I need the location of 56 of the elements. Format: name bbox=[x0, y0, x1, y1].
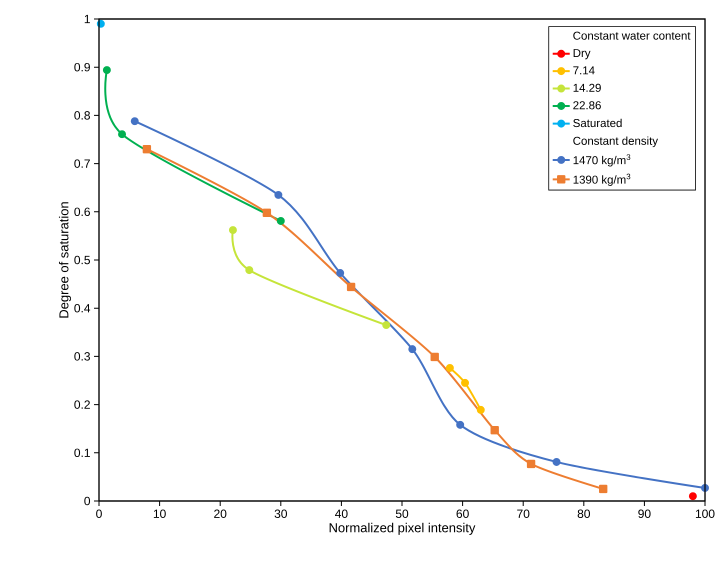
y-tick-label: 0.2 bbox=[74, 400, 90, 409]
point bbox=[526, 460, 536, 468]
legend-label: 22.86 bbox=[573, 101, 601, 110]
point bbox=[130, 117, 139, 126]
x-tick-label: 70 bbox=[517, 510, 530, 518]
legend-label: 7.14 bbox=[573, 66, 595, 74]
point bbox=[245, 266, 254, 274]
legend-label: Dry bbox=[574, 49, 591, 60]
y-tick-label: 0 bbox=[84, 496, 90, 506]
point bbox=[118, 130, 126, 138]
point bbox=[430, 352, 439, 362]
point bbox=[446, 364, 454, 372]
y-axis-title: Degree of saturation bbox=[58, 202, 72, 318]
x-tick-label: 50 bbox=[396, 510, 408, 518]
y-tick-label: 0.5 bbox=[74, 256, 90, 264]
y-tick-label: 0.3 bbox=[74, 352, 90, 361]
y-tick-label: 0.8 bbox=[74, 111, 90, 120]
legend-label: 1470 kg/m$^{3}$ bbox=[574, 154, 630, 167]
point bbox=[276, 216, 285, 225]
point bbox=[688, 492, 697, 500]
annotation: Constant density bbox=[573, 136, 658, 148]
point bbox=[552, 458, 561, 466]
x-tick-label: 80 bbox=[578, 510, 590, 518]
point bbox=[142, 144, 152, 154]
y-tick-label: 0.9 bbox=[74, 62, 90, 72]
x-tick-label: 10 bbox=[154, 510, 166, 518]
point bbox=[476, 406, 485, 414]
point bbox=[456, 420, 464, 429]
y-tick-label: 0.1 bbox=[74, 448, 90, 458]
point bbox=[262, 208, 272, 217]
legend-title: Constant water content bbox=[573, 32, 690, 40]
point bbox=[461, 378, 470, 387]
point bbox=[490, 426, 499, 434]
legend-label: Saturated bbox=[573, 118, 622, 128]
y-tick-label: 0.6 bbox=[74, 208, 90, 216]
point bbox=[599, 484, 608, 494]
x-tick-label: 40 bbox=[335, 510, 348, 518]
x-tick-label: 30 bbox=[274, 510, 287, 518]
point bbox=[274, 190, 282, 199]
point bbox=[102, 66, 111, 74]
x-tick-label: 100 bbox=[696, 510, 715, 518]
point bbox=[336, 269, 344, 277]
y-tick-label: 0.7 bbox=[74, 159, 90, 168]
y-tick-label: 0.4 bbox=[74, 304, 90, 312]
y-tick-label: 1 bbox=[84, 14, 90, 24]
x-axis-title: Normalized pixel intensity bbox=[330, 522, 476, 535]
point bbox=[382, 321, 390, 330]
legend-label: 14.29 bbox=[574, 84, 601, 92]
legend-label: 1390 kg/m$^{3}$ bbox=[574, 174, 630, 186]
x-tick-label: 20 bbox=[214, 510, 226, 518]
point bbox=[408, 345, 416, 354]
point bbox=[346, 282, 356, 292]
x-tick-label: 90 bbox=[638, 510, 651, 518]
point bbox=[228, 226, 237, 234]
x-tick-label: 0 bbox=[96, 510, 102, 518]
x-tick-label: 60 bbox=[456, 510, 469, 518]
